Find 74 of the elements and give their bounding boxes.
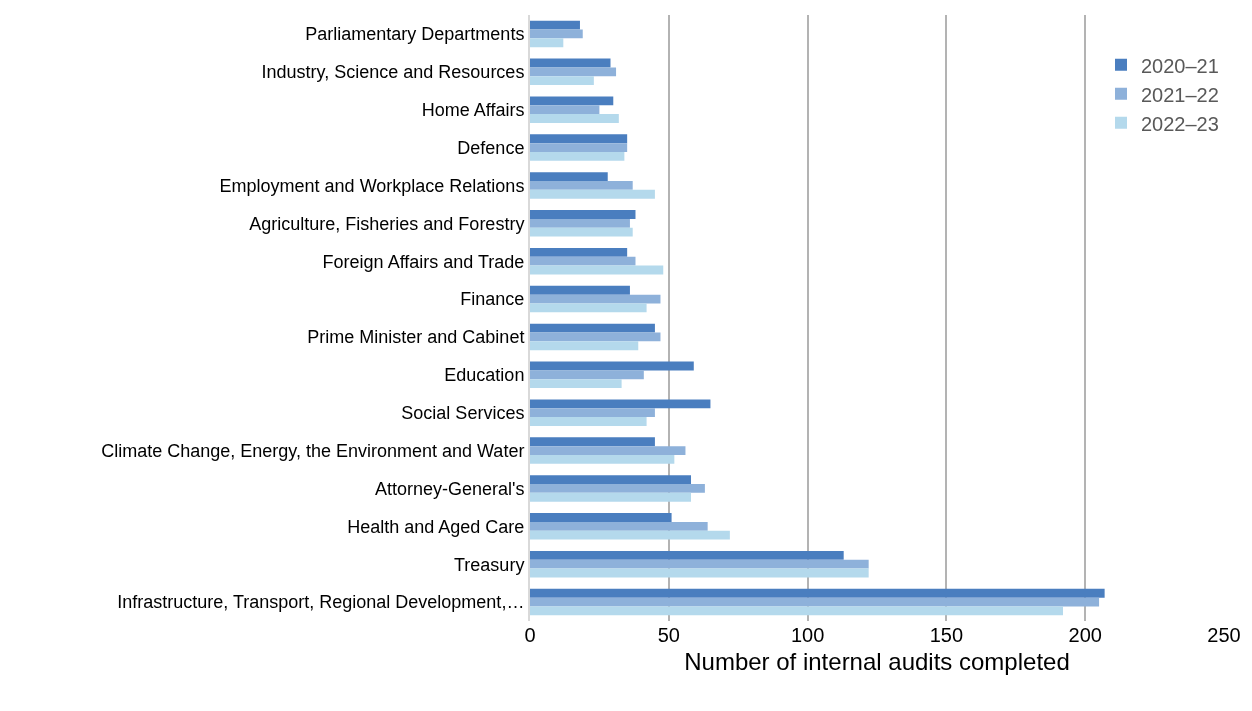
bar <box>530 38 564 48</box>
bar <box>530 303 647 313</box>
y-tick-label: Social Services <box>401 402 525 423</box>
x-tick-label: 100 <box>790 624 825 646</box>
bar <box>530 210 636 219</box>
bar <box>530 172 608 182</box>
bar <box>530 521 708 531</box>
bar <box>530 114 619 123</box>
y-tick-label: Foreign Affairs and Trade <box>322 251 525 272</box>
bar <box>530 475 692 485</box>
bar <box>530 370 644 380</box>
bar <box>530 492 692 502</box>
y-tick-label: Attorney-General's <box>374 478 525 499</box>
bar <box>530 361 694 371</box>
bar <box>530 227 633 237</box>
bar <box>530 530 730 540</box>
bar <box>530 417 647 426</box>
bar <box>530 437 655 447</box>
y-tick-label: Agriculture, Fisheries and Forestry <box>249 213 525 234</box>
bar <box>530 58 611 68</box>
bar <box>530 484 705 493</box>
legend-label: 2021–22 <box>1141 83 1219 106</box>
y-tick-label: Climate Change, Energy, the Environment and Water <box>101 440 525 461</box>
bar <box>530 20 580 30</box>
bar <box>530 218 630 228</box>
bar <box>530 323 655 333</box>
bar <box>530 134 628 144</box>
bar <box>530 399 711 409</box>
bar <box>530 568 869 578</box>
bar <box>530 143 628 152</box>
bar <box>530 408 655 418</box>
bar <box>530 588 1105 598</box>
bar <box>530 151 625 161</box>
bar <box>530 247 628 257</box>
y-tick-label: Home Affairs <box>421 99 525 120</box>
y-tick-label: Industry, Science and Resources <box>261 62 525 83</box>
y-tick-label: Employment and Workplace Relations <box>219 175 525 196</box>
bar <box>530 76 594 86</box>
bar <box>530 559 869 569</box>
bar <box>530 181 633 190</box>
x-tick-label: 0 <box>524 624 536 646</box>
x-tick-label: 250 <box>1207 624 1241 646</box>
bar <box>530 341 639 351</box>
y-tick-label: Treasury <box>454 554 525 575</box>
bar <box>530 294 661 304</box>
bar <box>530 105 600 115</box>
bar <box>530 379 622 389</box>
y-tick-label: Parliamentary Departments <box>305 24 525 45</box>
bar <box>530 550 844 560</box>
bar <box>530 67 617 77</box>
y-tick-label: Health and Aged Care <box>347 516 525 537</box>
x-axis-title: Number of internal audits completed <box>684 648 1070 676</box>
bar <box>530 189 655 199</box>
bar <box>530 597 1100 607</box>
bar <box>530 29 583 39</box>
bar <box>530 256 636 266</box>
bar <box>530 606 1063 616</box>
bar <box>530 285 630 295</box>
bar <box>530 332 661 342</box>
x-tick-label: 50 <box>657 624 680 646</box>
bar <box>530 513 672 522</box>
x-tick-label: 150 <box>929 624 964 646</box>
y-tick-label: Prime Minister and Cabinet <box>307 327 525 348</box>
bar <box>530 446 686 455</box>
bar <box>530 96 614 106</box>
legend-label: 2020–21 <box>1141 54 1219 77</box>
legend-label: 2022–23 <box>1141 112 1219 135</box>
y-tick-label: Finance <box>460 289 525 310</box>
y-tick-label: Infrastructure, Transport, Regional Development,… <box>117 592 525 613</box>
y-tick-label: Defence <box>457 137 525 158</box>
bar <box>530 265 664 275</box>
y-tick-label: Education <box>444 365 525 386</box>
bar <box>530 454 675 464</box>
x-tick-label: 200 <box>1068 624 1102 646</box>
